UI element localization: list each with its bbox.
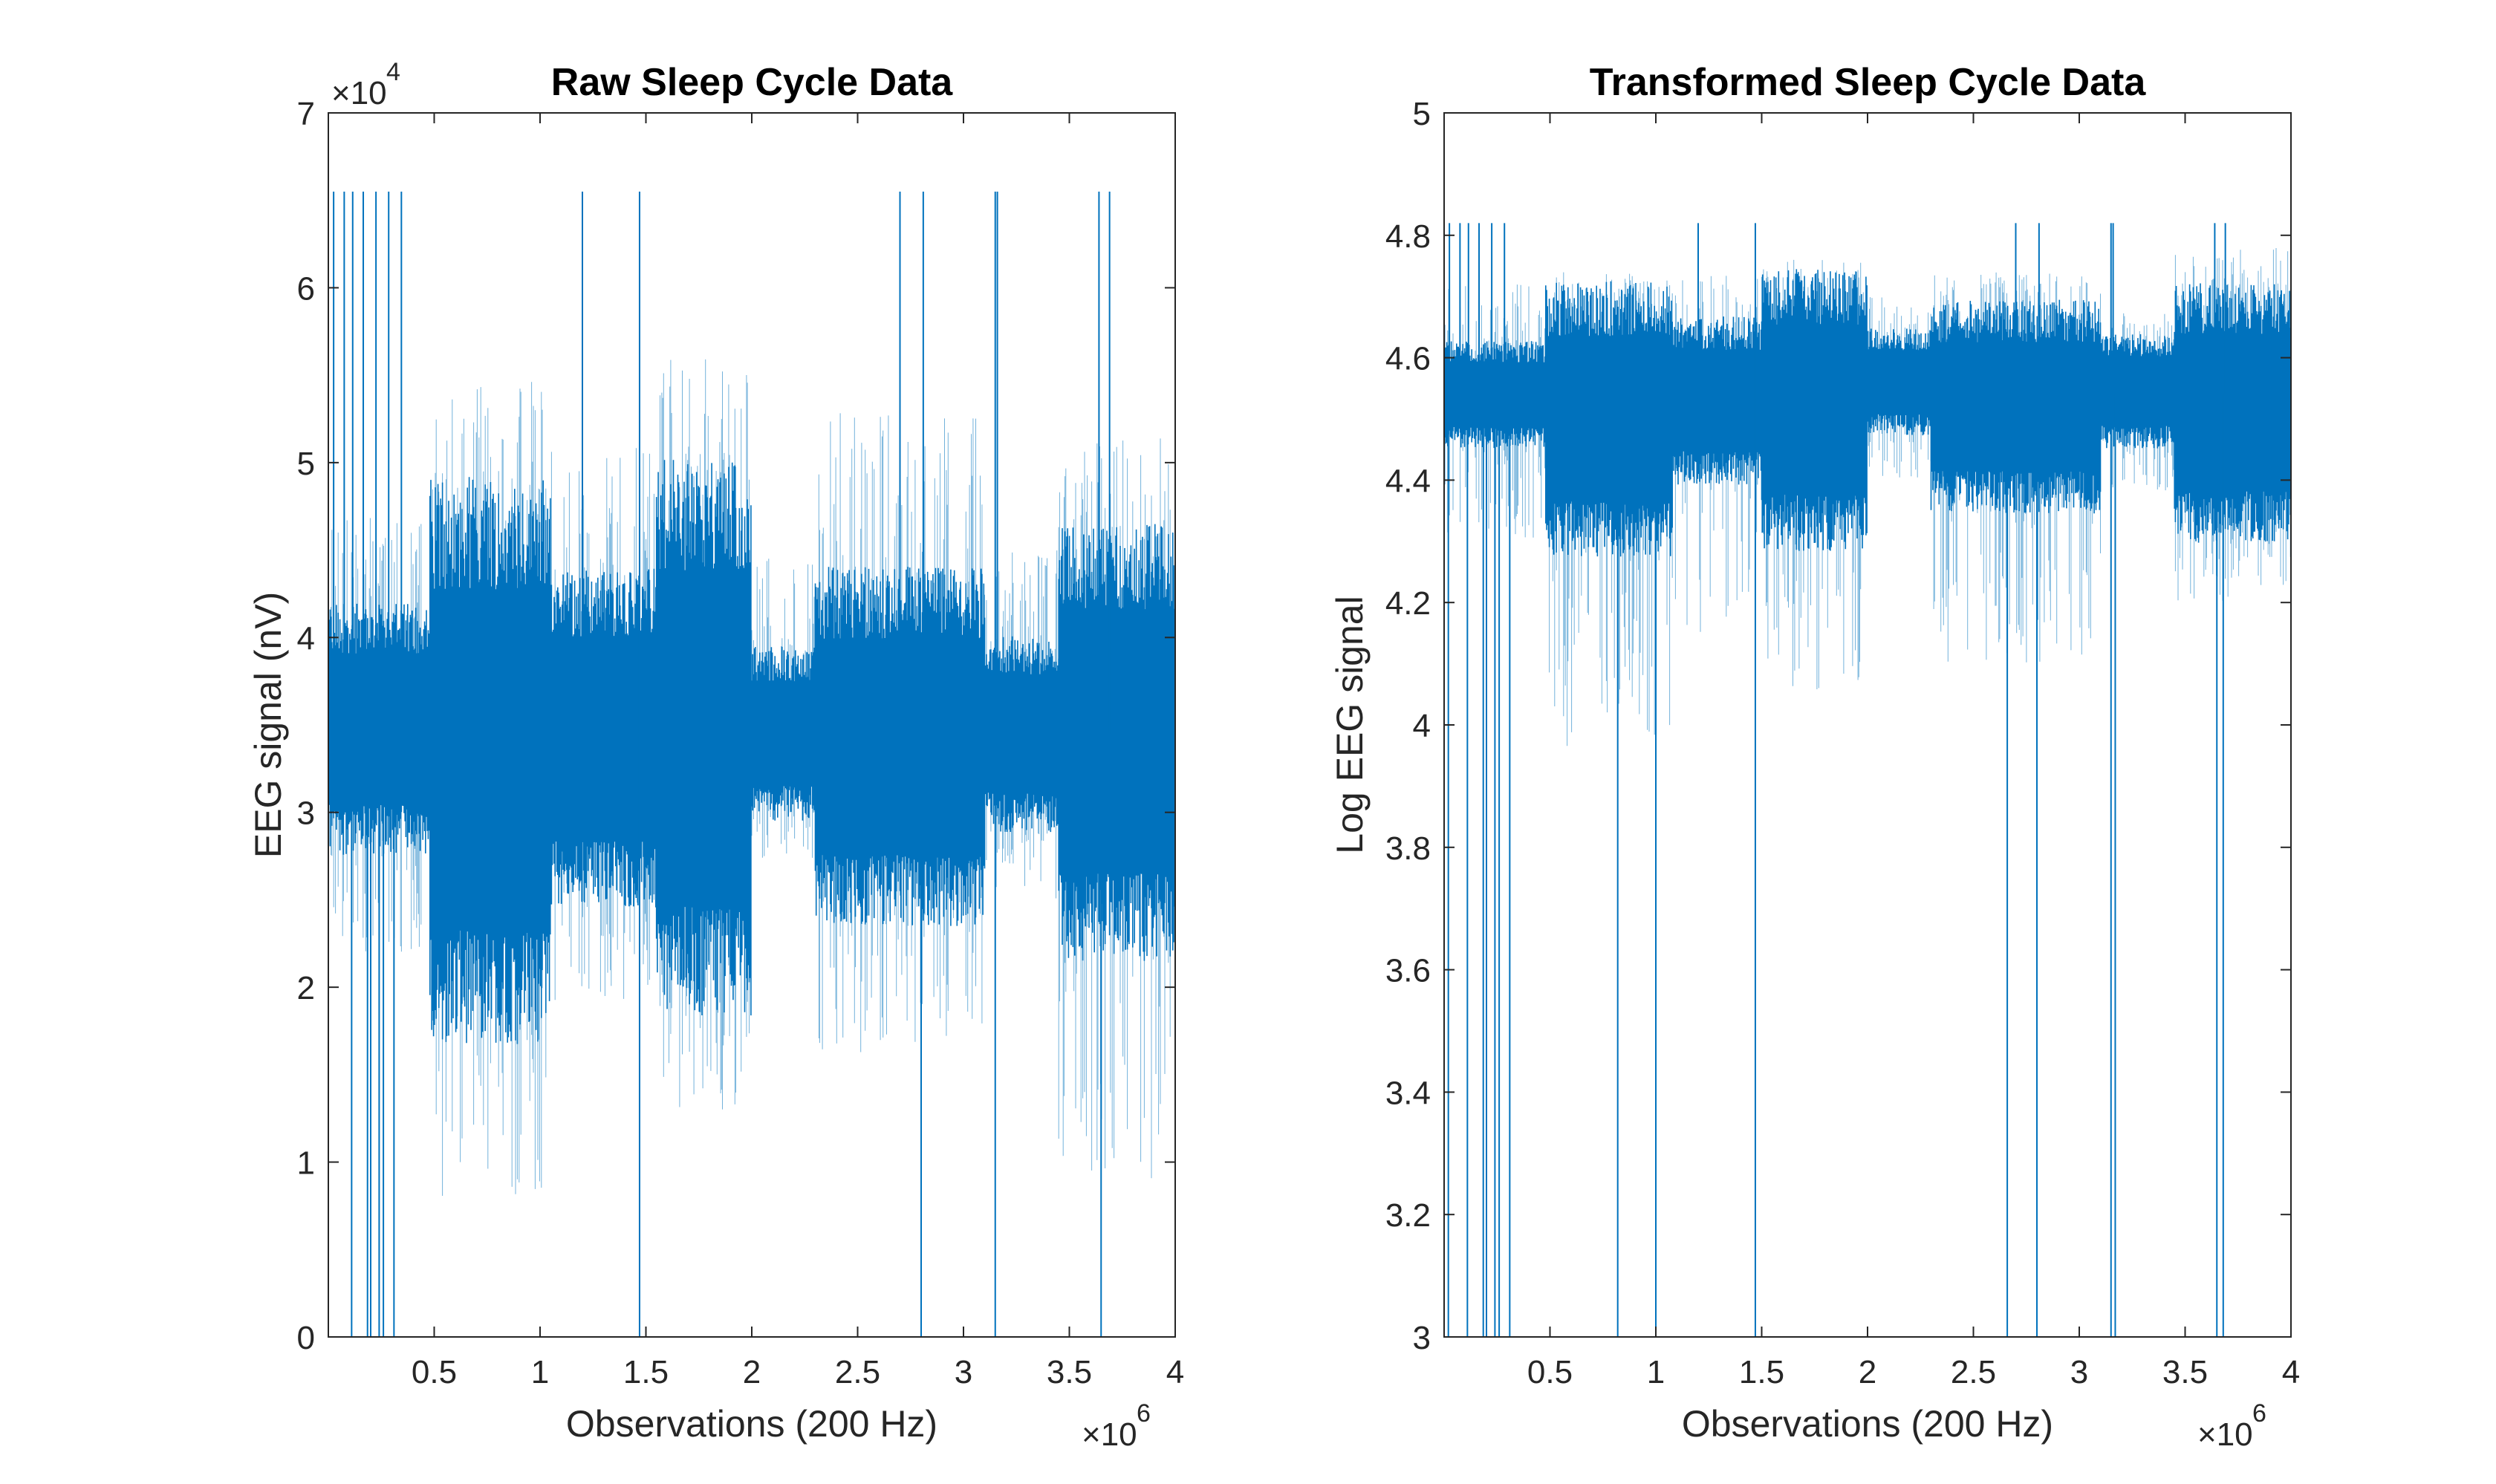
x-tick-label: 4	[1166, 1354, 1184, 1390]
x-multiplier-base: ×10	[2197, 1416, 2253, 1453]
y-tick-label: 5	[297, 446, 315, 482]
x-tick-label: 1	[1647, 1354, 1665, 1390]
y-tick-label: 6	[297, 270, 315, 307]
x-tick-label: 0.5	[1527, 1354, 1573, 1390]
y-tick-label: 2	[297, 970, 315, 1006]
x-axis-label: Observations (200 Hz)	[1682, 1403, 2053, 1445]
x-tick-label: 2	[743, 1354, 761, 1390]
plot-area	[1443, 112, 2292, 1338]
y-tick-label: 1	[297, 1145, 315, 1182]
x-tick-label: 3.5	[1047, 1354, 1092, 1390]
y-tick-label: 4.4	[1385, 463, 1431, 499]
y-tick-label: 4.8	[1385, 218, 1431, 255]
x-ticks: 0.5 1 1.5 2 2.5 3 3.5 4	[1527, 113, 2300, 1390]
x-multiplier: ×10 6	[2197, 1399, 2266, 1453]
x-multiplier-base: ×10	[1082, 1416, 1137, 1453]
y-tick-label: 3.4	[1385, 1075, 1431, 1111]
y-multiplier-base: ×10	[331, 75, 387, 111]
x-tick-label: 1	[531, 1354, 549, 1390]
x-tick-label: 4	[2282, 1354, 2300, 1390]
y-tick-label: 4.6	[1385, 341, 1431, 377]
y-tick-label: 4	[297, 620, 315, 657]
x-multiplier: ×10 6	[1082, 1399, 1151, 1453]
y-tick-label: 3	[1413, 1320, 1431, 1356]
x-multiplier-exponent: 6	[1137, 1399, 1151, 1428]
y-multiplier: ×10 4	[331, 58, 400, 111]
raw-sleep-cycle-chart: 0.5 1 1.5 2 2.5 3 3.5 4 0 1 2 3 4 5 6 7 Raw Sleep Cycl…	[247, 58, 1184, 1453]
y-axis-label: Log EEG signal	[1329, 596, 1371, 853]
y-tick-label: 3.6	[1385, 953, 1431, 989]
y-tick-label: 3.2	[1385, 1197, 1431, 1234]
x-tick-label: 2	[1859, 1354, 1876, 1390]
x-tick-label: 3	[955, 1354, 972, 1390]
x-tick-label: 0.5	[412, 1354, 457, 1390]
x-axis-label: Observations (200 Hz)	[566, 1403, 937, 1445]
y-tick-label: 7	[297, 96, 315, 132]
y-tick-label: 4.2	[1385, 585, 1431, 622]
x-ticks: 0.5 1 1.5 2 2.5 3 3.5 4	[412, 113, 1184, 1390]
y-tick-label: 3.8	[1385, 830, 1431, 867]
y-tick-label: 5	[1413, 96, 1431, 132]
y-axis-label: EEG signal (nV)	[247, 592, 289, 858]
x-tick-label: 1.5	[1739, 1354, 1784, 1390]
chart-title: Raw Sleep Cycle Data	[551, 61, 954, 104]
series-signal	[328, 112, 1176, 1338]
x-multiplier-exponent: 6	[2252, 1399, 2266, 1428]
x-tick-label: 3	[2070, 1354, 2088, 1390]
chart-title: Transformed Sleep Cycle Data	[1590, 61, 2147, 104]
y-ticks: 0 1 2 3 4 5 6 7	[297, 96, 1175, 1356]
y-ticks: 3 3.2 3.4 3.6 3.8 4 4.2 4.4 4.6 4.8 5	[1385, 96, 2291, 1356]
x-tick-label: 2.5	[1951, 1354, 1996, 1390]
x-tick-label: 3.5	[2162, 1354, 2208, 1390]
y-tick-label: 0	[297, 1320, 315, 1356]
y-tick-label: 3	[297, 795, 315, 832]
x-tick-label: 1.5	[623, 1354, 669, 1390]
series-signal	[1443, 112, 2292, 1338]
y-tick-label: 4	[1413, 708, 1431, 744]
transformed-sleep-cycle-chart: 0.5 1 1.5 2 2.5 3 3.5 4 3 3.2 3.4 3.6 3.8 4 4.2 4.4 4.6…	[1329, 61, 2300, 1453]
y-multiplier-exponent: 4	[386, 58, 400, 86]
x-tick-label: 2.5	[835, 1354, 880, 1390]
